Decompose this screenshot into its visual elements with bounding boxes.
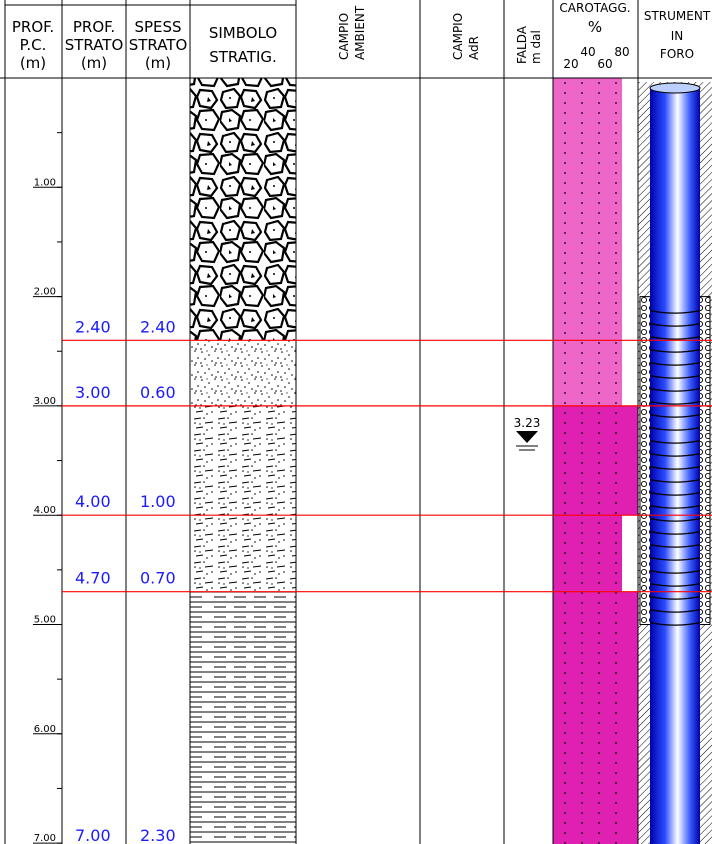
depth-label: 5.00 [34, 615, 56, 626]
screen-slot [649, 479, 701, 483]
log-body: 1.00 2.00 3.00 4.00 5.00 6.00 7.00 2.40 2.40 3.00… [33, 132, 712, 844]
screen-slot [649, 388, 701, 392]
strat-fill [190, 340, 296, 406]
strat-fill [190, 405, 296, 516]
scale-label: 20 [563, 57, 578, 71]
screen-slot [649, 336, 701, 340]
layer-depth: 3.00 [75, 383, 111, 402]
header-text: STRUMENT [644, 9, 711, 23]
fills [190, 78, 712, 844]
water-symbol [516, 431, 538, 444]
header-text: AdR [467, 36, 481, 60]
header-text: m dal [529, 30, 543, 64]
header-text: CAROTAGG. [559, 1, 630, 15]
depth-label: 4.00 [34, 505, 56, 516]
screen-slot [649, 310, 701, 314]
scale-label: 40 [580, 45, 595, 59]
header-text: FORO [660, 47, 694, 61]
water-symbol [516, 445, 538, 451]
depth-label: 3.00 [34, 396, 56, 407]
header-text: AMBIENT [353, 5, 367, 60]
header-text: STRATO [129, 36, 188, 54]
depth-label: 7.00 [34, 833, 56, 844]
header-text: P.C. [20, 36, 47, 54]
header-text: (m) [81, 54, 107, 72]
strat-fill [190, 591, 296, 844]
header-text: PROF. [12, 18, 54, 36]
screen-slot [649, 492, 701, 496]
screen-slot [649, 596, 701, 600]
header-text: CAMPIO [337, 13, 351, 60]
header-text: % [588, 18, 602, 36]
screen-slot [649, 349, 701, 353]
screen-slot [649, 557, 701, 561]
screen-slot [649, 414, 701, 418]
screen-slot [649, 440, 701, 444]
header-text: CAMPIO [451, 13, 465, 60]
casing-top [649, 82, 701, 94]
screen-slot [649, 570, 701, 574]
layer-depth: 4.00 [75, 492, 111, 511]
header: PROF. P.C. (m) PROF. STRATO (m) SPESS ST… [12, 1, 711, 72]
casing [650, 88, 700, 844]
scale-label: 60 [597, 57, 612, 71]
screen-slot [649, 609, 701, 613]
layer-depth: 2.40 [75, 317, 111, 336]
layer-thickness: 1.00 [140, 492, 176, 511]
header-text: IN [671, 29, 684, 43]
scale-label: 80 [614, 45, 629, 59]
screen-slot [649, 583, 701, 587]
depth-label: 6.00 [34, 724, 56, 735]
header-text: SIMBOLO [209, 24, 277, 42]
screen-slot [649, 518, 701, 522]
screen-slot [649, 505, 701, 509]
layer-thickness: 2.40 [140, 317, 176, 336]
screen-slot [649, 427, 701, 431]
depth-label: 1.00 [34, 177, 56, 188]
layer-depth: 7.00 [75, 826, 111, 844]
screen-slot [649, 323, 701, 327]
layer-thickness: 2.30 [140, 826, 176, 844]
screen-slot [649, 453, 701, 457]
header-text: SPESS [134, 18, 181, 36]
screen-slot [649, 531, 701, 535]
header-text: STRATO [65, 36, 124, 54]
header-text: PROF. [73, 18, 115, 36]
header-text: FALDA [515, 25, 529, 64]
layer-thickness: 0.60 [140, 383, 176, 402]
header-text: (m) [145, 54, 171, 72]
strat-fill [190, 78, 296, 341]
screen-slot [649, 544, 701, 548]
screen-slot [649, 466, 701, 470]
screen-slot [649, 362, 701, 366]
header-text: (m) [20, 54, 46, 72]
screen-slot [649, 401, 701, 405]
core-grid [553, 78, 622, 844]
layer-thickness: 0.70 [140, 569, 176, 588]
layer-depth: 4.70 [75, 569, 111, 588]
screen-slot [649, 622, 701, 626]
strat-fill [190, 515, 296, 592]
depth-label: 2.00 [34, 287, 56, 298]
screen-slot [649, 375, 701, 379]
header-text: STRATIG. [209, 48, 277, 66]
water-level: 3.23 [514, 416, 541, 430]
